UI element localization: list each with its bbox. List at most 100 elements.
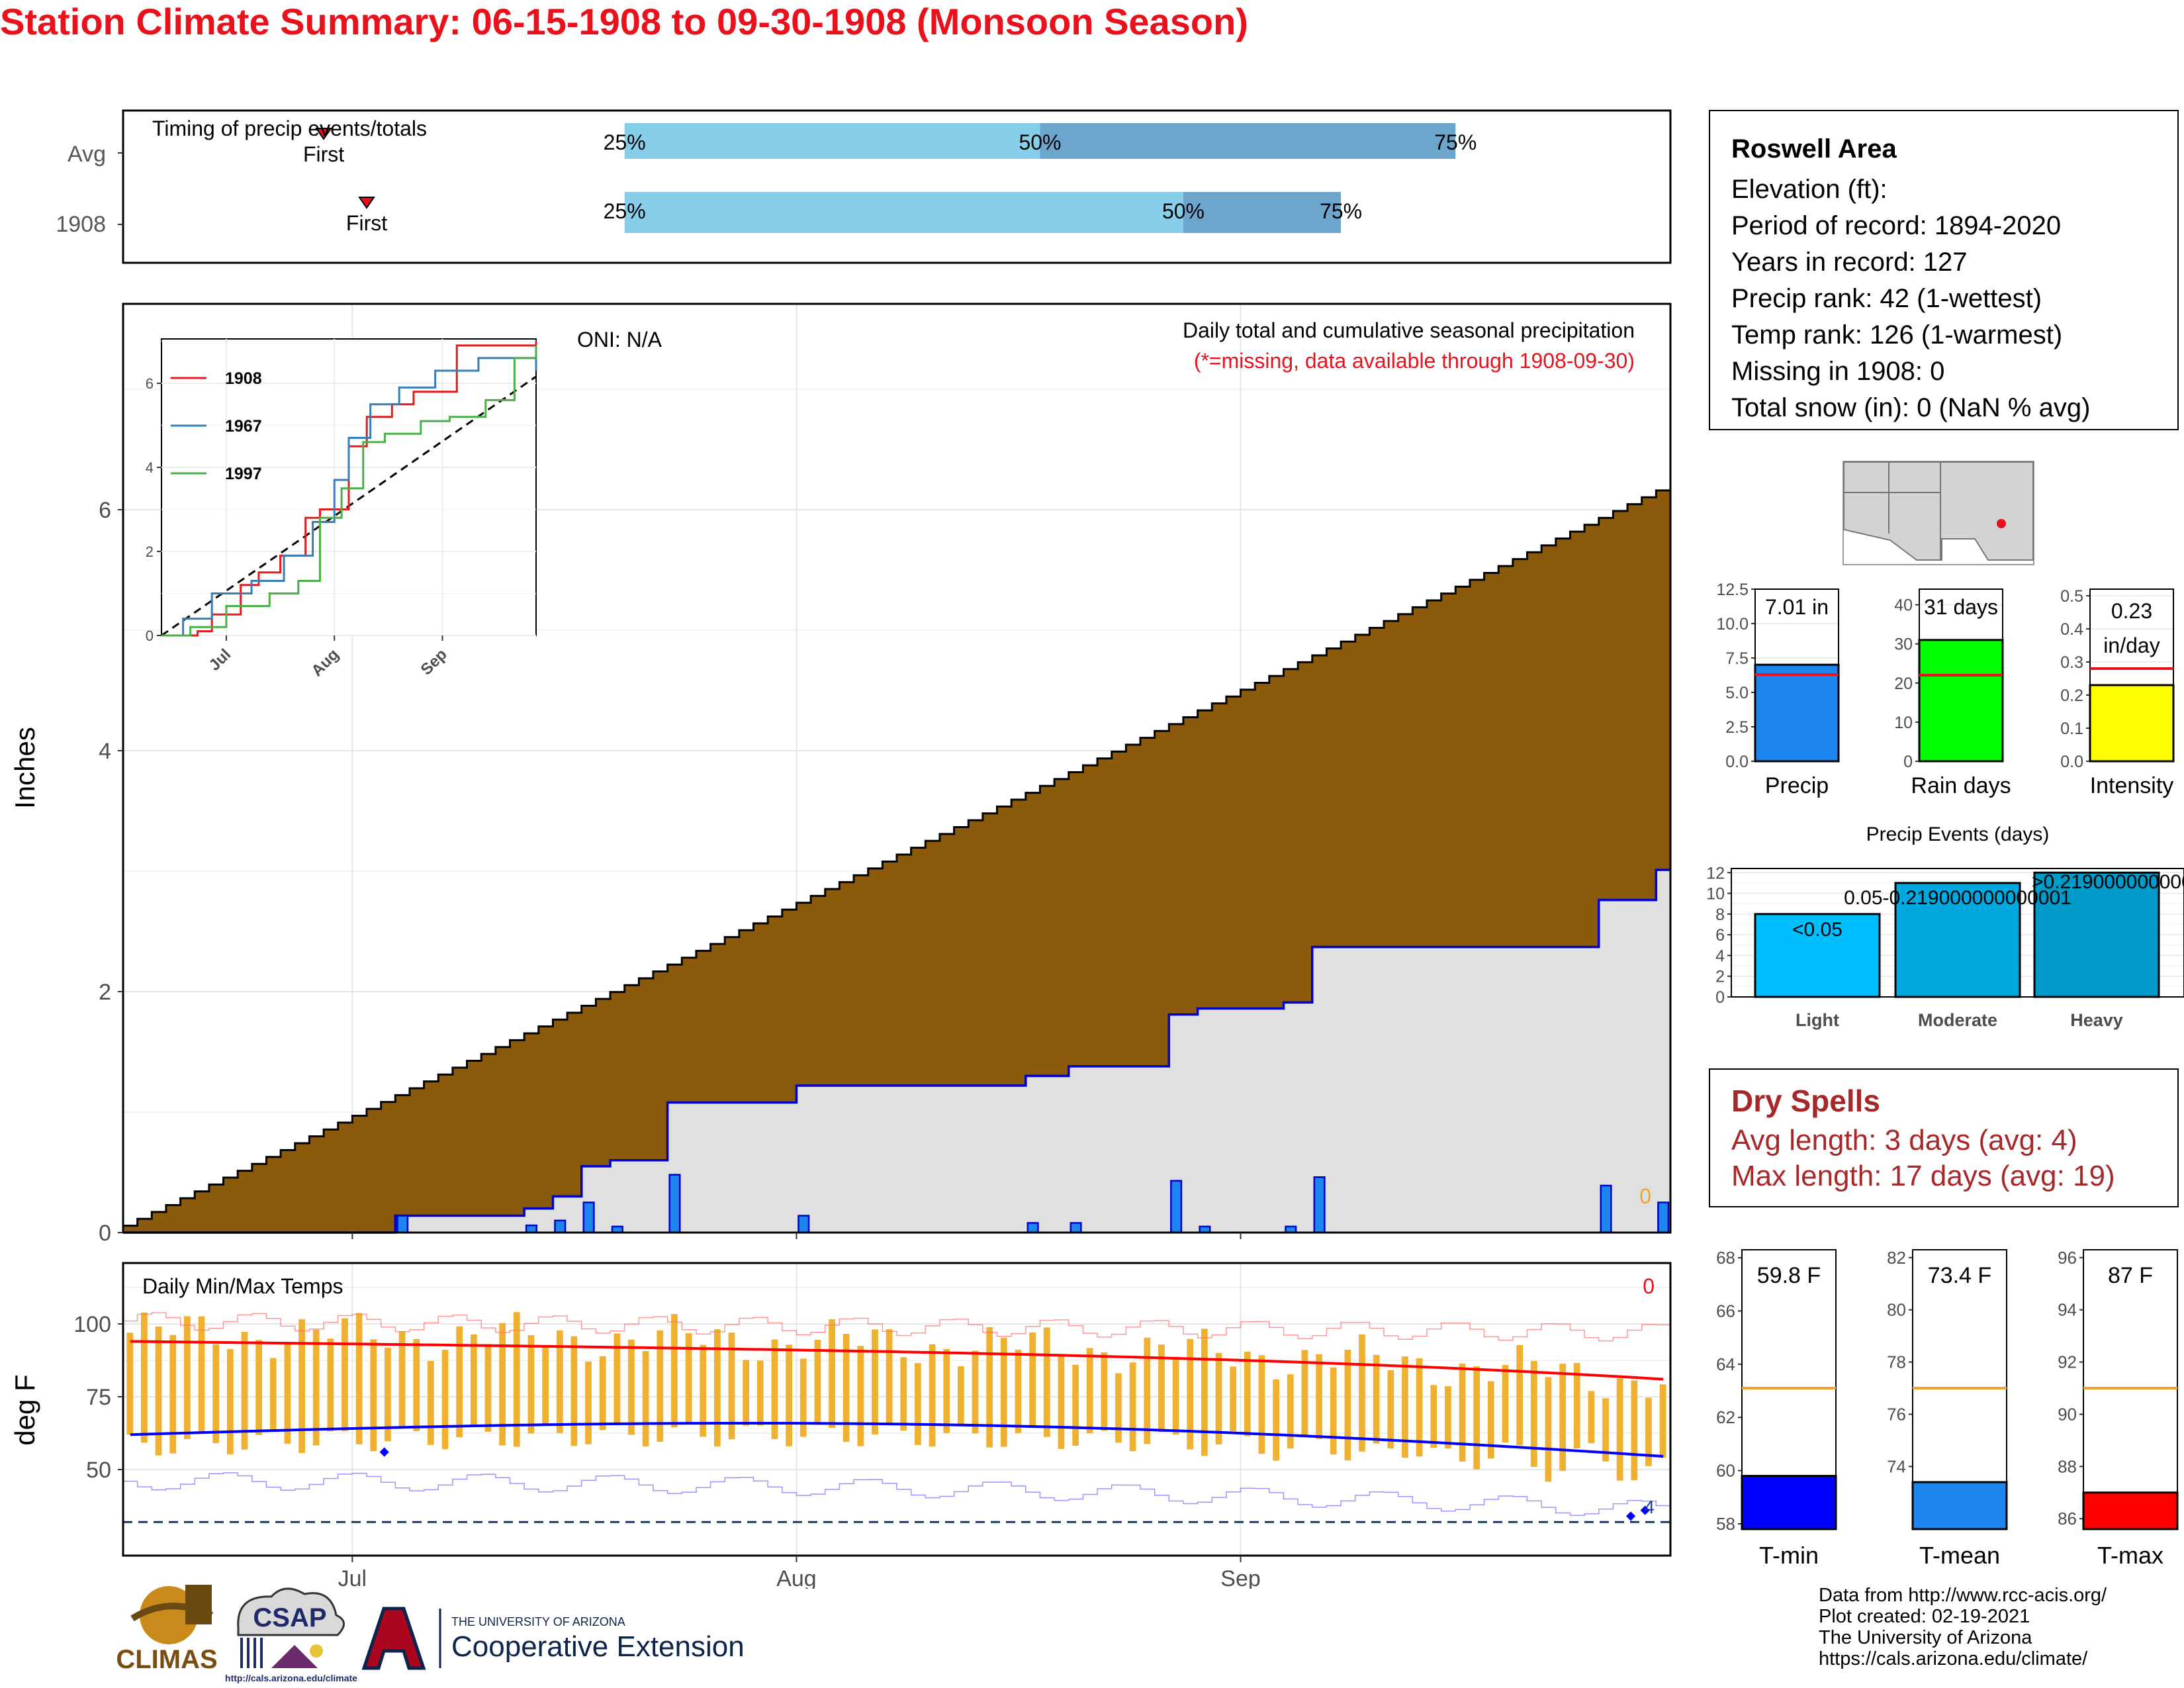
daily-temp-bar (226, 1348, 234, 1455)
daily-temp-bar (1029, 1332, 1036, 1427)
daily-temp-bar (700, 1344, 707, 1437)
map-borders (1844, 462, 1941, 560)
daily-temp-bar (385, 1347, 391, 1442)
summary-bar-name: Rain days (1911, 773, 2011, 798)
temp-bar-y-tick-label: 94 (2058, 1300, 2077, 1320)
daily-temp-bar (428, 1360, 434, 1445)
precip-caption: Daily total and cumulative seasonal prec… (1183, 318, 1635, 342)
daily-temp-bar (1645, 1397, 1652, 1466)
inset-legend-label: 1967 (225, 417, 262, 436)
csap-mountain-icon (271, 1645, 318, 1668)
summary-y-tick-label: 0.1 (2060, 720, 2083, 738)
daily-precip-bar (1657, 1201, 1670, 1234)
csap-text: CSAP (253, 1603, 326, 1632)
ua-logo: THE UNIVERSITY OF ARIZONA Cooperative Ex… (361, 1607, 745, 1670)
daily-temp-bar (1000, 1337, 1007, 1447)
summary-value-label: 31 days (1924, 595, 1998, 619)
daily-temp-bar (1459, 1363, 1466, 1462)
inset-line-1967 (161, 357, 537, 637)
station-line: Years in record: 127 (1731, 248, 1968, 277)
daily-temp-bar (1058, 1354, 1065, 1449)
temp-bar-y-tick-label: 80 (1887, 1300, 1906, 1320)
timing-label: Timing of precip events/totals (152, 117, 427, 140)
timing-first-marker (358, 197, 375, 209)
daily-temp-bar (284, 1341, 291, 1444)
summary-value-label: 0.23 (2111, 599, 2152, 623)
daily-precip-bar (668, 1174, 681, 1234)
y-tick-label: 6 (99, 498, 111, 523)
temp-bar-y-tick-label: 96 (2058, 1248, 2077, 1268)
daily-temp-bar (1588, 1391, 1595, 1444)
station-line: Total snow (in): 0 (NaN % avg) (1731, 393, 2091, 422)
daily-temp-bar (743, 1360, 750, 1426)
daily-temp-bar (370, 1339, 377, 1452)
daily-precip-bar (582, 1201, 595, 1234)
summary-bars: 0.0 2.5 5.0 7.5 10.0 12.5 7.01 in Precip 0 10 20 30… (1716, 581, 2175, 798)
summary-y-tick-label: 10.0 (1716, 615, 1749, 633)
daily-temp-bar (1215, 1353, 1222, 1445)
summary-y-tick-label: 0.4 (2060, 620, 2083, 639)
events-y-tick-label: 8 (1715, 906, 1725, 924)
temp-bar-T-min (1741, 1475, 1837, 1530)
daily-temp-bar (1043, 1327, 1050, 1437)
temp-bar-value-label: 87 F (2108, 1263, 2153, 1288)
daily-temp-bar (857, 1346, 864, 1446)
daily-temp-bar (685, 1333, 692, 1425)
avg-cumulative-line (122, 489, 1670, 1233)
temp-bar-value-label: 59.8 F (1757, 1263, 1821, 1288)
ua-big-text: Cooperative Extension (451, 1630, 745, 1663)
dry-spells-title: Dry Spells (1731, 1084, 1880, 1118)
daily-temp-bar (1473, 1366, 1480, 1470)
summary-value-label: in/day (2103, 633, 2160, 657)
events-y-tick-label: 0 (1715, 988, 1725, 1007)
event-value-label: <0.05 (1792, 919, 1843, 941)
record-marker (379, 1447, 389, 1457)
daily-temp-bar (1187, 1338, 1194, 1450)
daily-temp-bar (141, 1312, 148, 1443)
daily-temp-bar (456, 1326, 463, 1438)
temp-bar-y-tick-label: 92 (2058, 1352, 2077, 1372)
y-tick-label: 0 (99, 1221, 111, 1246)
summary-y-tick-label: 0.5 (2060, 587, 2083, 606)
temp-bar-y-tick-label: 68 (1716, 1248, 1735, 1268)
summary-y-tick-label: 7.5 (1725, 649, 1749, 668)
precip-panel: 0 2 4 6 Inches ONI: N/A Daily total and cum… (9, 303, 1672, 1246)
daily-temp-bar (255, 1340, 262, 1435)
daily-temp-bar (1258, 1355, 1265, 1454)
events-y-tick-label: 10 (1706, 885, 1725, 904)
summary-y-tick-label: 20 (1894, 675, 1913, 693)
daily-temp-bar (1545, 1377, 1552, 1482)
summary-y-tick-label: 12.5 (1716, 581, 1749, 599)
logos: CLIMAS CSAP http://cals.arizona.edu/clim… (116, 1585, 745, 1683)
daily-temp-bar (756, 1360, 764, 1426)
summary-y-tick-label: 0.0 (2060, 753, 2083, 771)
temp-bar-name: T-max (2097, 1542, 2163, 1569)
temp-missing-count: 0 (1643, 1274, 1655, 1298)
temp-bar-T-max (2082, 1491, 2179, 1530)
map-states (1843, 461, 2034, 561)
events-frame (1731, 868, 2184, 998)
summary-bar-name: Precip (1765, 773, 1829, 798)
daily-temp-bar (241, 1331, 248, 1450)
precip-y-axis-label: Inches (9, 727, 40, 809)
temp-bar-y-tick-label: 66 (1716, 1301, 1735, 1321)
dry-spells-line: Max length: 17 days (avg: 19) (1731, 1160, 2115, 1192)
inset-legend-label: 1997 (225, 465, 262, 483)
summary-bar-Intensity (2089, 684, 2175, 763)
station-line: Missing in 1908: 0 (1731, 357, 1945, 386)
daily-temp-bar (1287, 1374, 1294, 1449)
daily-temp-bar (1530, 1361, 1537, 1467)
ua-a-icon (361, 1607, 426, 1670)
station-line: Period of record: 1894-2020 (1731, 211, 2062, 240)
daily-temp-bar (527, 1335, 535, 1434)
daily-temp-bar (1416, 1358, 1423, 1457)
daily-temp-bar (1502, 1364, 1509, 1443)
daily-temp-bar (799, 1358, 807, 1437)
daily-temp-bar (872, 1329, 878, 1434)
inset-line-1997 (161, 345, 537, 637)
daily-precip-bar (396, 1215, 409, 1234)
daily-temp-bar (786, 1344, 792, 1446)
temp-bar-T-mean (1911, 1481, 2008, 1530)
daily-temp-bar (614, 1333, 621, 1425)
daily-temp-bar (513, 1312, 520, 1447)
